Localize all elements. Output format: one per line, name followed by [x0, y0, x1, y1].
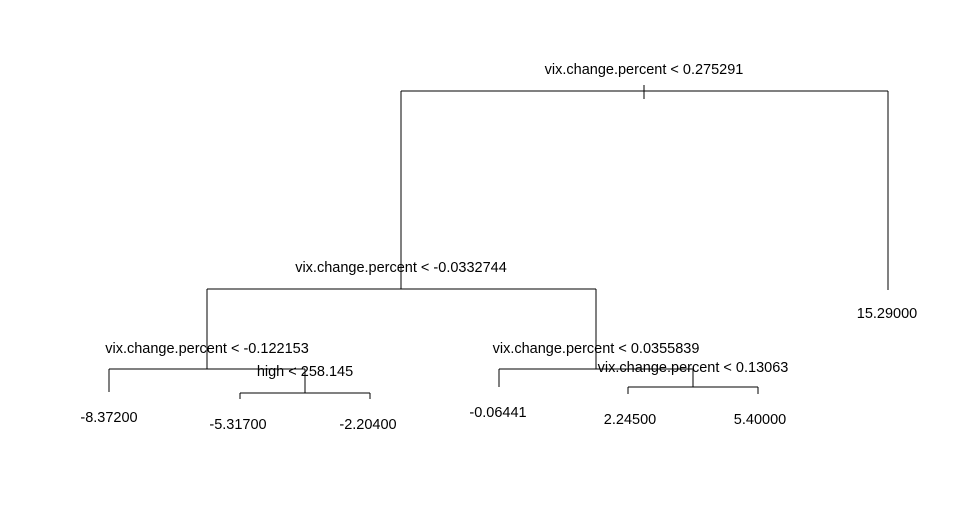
- left-left-split: [108, 368, 306, 393]
- leaf-value: -2.20400: [339, 417, 396, 433]
- high-split: [239, 392, 371, 399]
- left-split-label: vix.change.percent < -0.0332744: [295, 260, 507, 276]
- left-right-right-split-label: vix.change.percent < 0.13063: [598, 360, 789, 376]
- leaf-value: -8.37200: [80, 410, 137, 426]
- left-right-right-split: [627, 386, 759, 394]
- leaf-value: -5.31700: [209, 417, 266, 433]
- leaf-value: 5.40000: [734, 412, 786, 428]
- left-split: [206, 288, 597, 369]
- leaf-value: 2.24500: [604, 412, 656, 428]
- leaf-value: 15.29000: [857, 306, 917, 322]
- high-split-label: high < 258.145: [257, 364, 353, 380]
- left-right-split: [498, 368, 694, 387]
- root-split-label: vix.change.percent < 0.275291: [545, 62, 744, 78]
- root-split: [400, 85, 889, 290]
- leaf-value: -0.06441: [469, 405, 526, 421]
- left-left-split-label: vix.change.percent < -0.122153: [105, 341, 309, 357]
- left-right-split-label: vix.change.percent < 0.0355839: [493, 341, 700, 357]
